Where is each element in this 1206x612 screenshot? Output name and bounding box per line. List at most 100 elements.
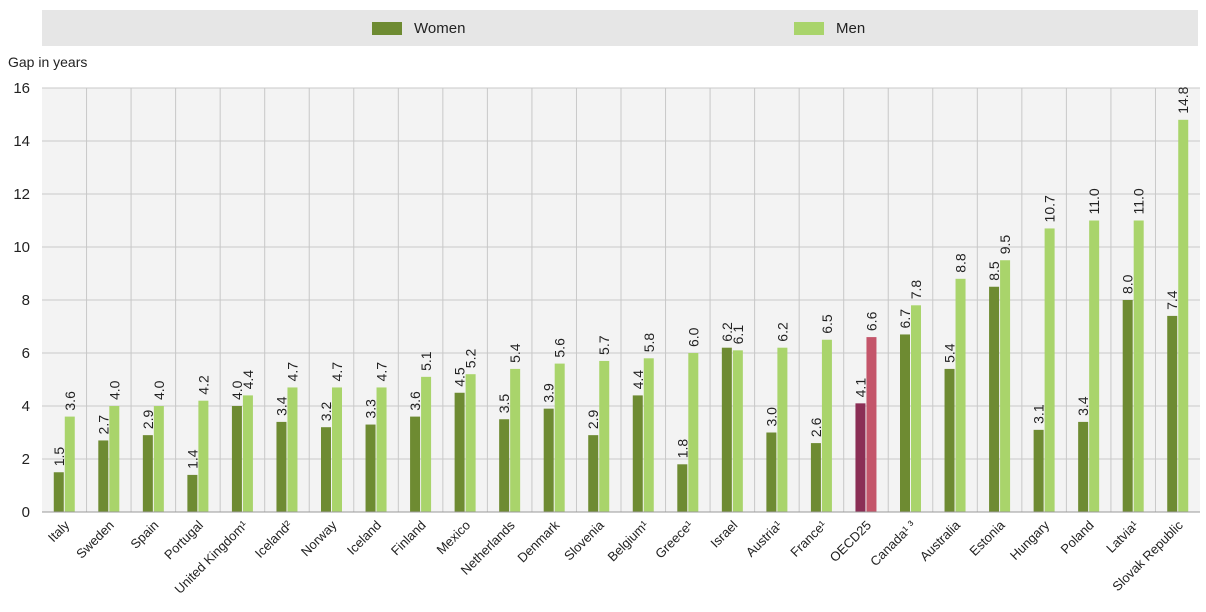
data-label-men-slovak-republic: 14.8 (1175, 86, 1191, 113)
data-label-men-iceland: 4.7 (374, 362, 390, 382)
x-tick-label-france: France¹ (787, 517, 830, 560)
bar-men-finland (421, 376, 432, 512)
bar-men-slovenia (599, 360, 610, 512)
bar-men-slovak-republic (1178, 119, 1189, 513)
data-label-men-italy: 3.6 (62, 391, 78, 411)
bar-women-italy (53, 472, 64, 512)
data-label-women-netherlands: 3.5 (496, 394, 512, 414)
data-label-women-iceland: 3.4 (273, 396, 289, 416)
y-tick-label: 12 (13, 186, 30, 203)
x-tick-label-spain: Spain (127, 518, 161, 552)
bar-women-poland (1078, 421, 1089, 512)
x-tick-label-mexico: Mexico (434, 518, 474, 558)
bar-men-italy (64, 416, 75, 512)
data-label-women-estonia: 8.5 (986, 261, 1002, 281)
legend-item-men: Men (794, 20, 865, 37)
data-label-women-israel: 6.2 (719, 322, 735, 342)
data-label-women-australia: 5.4 (942, 343, 958, 363)
data-label-women-austria: 3.0 (763, 407, 779, 427)
y-tick-label: 2 (22, 451, 30, 468)
data-label-men-latvia: 11.0 (1131, 188, 1147, 214)
data-label-women-norway: 3.2 (318, 402, 334, 422)
bar-men-portugal (198, 400, 209, 512)
bar-men-united-kingdom (242, 395, 253, 512)
bar-women-iceland (276, 421, 287, 512)
data-label-men-france: 6.5 (819, 314, 835, 334)
data-label-men-israel: 6.1 (730, 325, 746, 345)
data-label-women-poland: 3.4 (1075, 396, 1091, 416)
data-label-women-iceland: 3.3 (363, 399, 379, 419)
bar-men-canada (911, 305, 921, 512)
x-tick-label-portugal: Portugal (161, 517, 206, 562)
data-label-men-oecd25: 6.6 (863, 311, 879, 331)
bar-men-latvia (1133, 220, 1144, 512)
x-tick-label-belgium: Belgium¹ (605, 517, 652, 564)
bar-women-mexico (454, 392, 465, 512)
bar-men-hungary (1044, 228, 1055, 512)
data-label-men-norway: 4.7 (329, 362, 345, 382)
legend-label-women: Women (414, 20, 466, 37)
data-label-men-slovenia: 5.7 (596, 335, 612, 355)
data-label-men-australia: 8.8 (953, 253, 969, 273)
x-tick-label-austria: Austria¹ (743, 517, 786, 560)
bar-women-united-kingdom (231, 406, 242, 512)
y-tick-label: 8 (22, 292, 30, 309)
bar-women-hungary (1033, 429, 1044, 512)
bar-men-iceland (376, 387, 387, 512)
bar-men-israel (732, 350, 743, 512)
data-label-women-finland: 3.6 (407, 391, 423, 411)
x-tick-label-latvia: Latvia¹ (1103, 517, 1142, 556)
data-label-women-portugal: 1.4 (184, 449, 200, 469)
data-label-women-slovak-republic: 7.4 (1164, 290, 1180, 310)
bar-men-sweden (109, 406, 120, 512)
bar-men-austria (777, 347, 788, 512)
y-tick-label: 14 (13, 133, 30, 150)
bar-men-poland (1089, 220, 1100, 512)
data-label-women-oecd25: 4.1 (852, 378, 868, 398)
legend-swatch-men (794, 22, 824, 35)
bar-women-belgium (632, 395, 643, 512)
bar-women-israel (721, 347, 732, 512)
bar-women-slovak-republic (1167, 315, 1178, 512)
y-tick-label: 4 (22, 398, 30, 415)
x-tick-label-iceland: Iceland (344, 518, 384, 558)
data-label-women-france: 2.6 (808, 417, 824, 437)
data-label-men-denmark: 5.6 (552, 338, 568, 358)
y-tick-label: 0 (22, 504, 30, 521)
y-tick-label: 16 (13, 80, 30, 97)
legend-item-women: Women (372, 20, 465, 37)
bar-men-mexico (465, 374, 476, 512)
x-tick-label-iceland: Iceland² (252, 517, 296, 561)
bar-women-latvia (1122, 300, 1133, 512)
data-label-men-mexico: 5.2 (463, 349, 479, 369)
bar-women-norway (321, 427, 331, 512)
data-label-men-canada: 7.8 (908, 280, 924, 300)
bar-women-estonia (989, 286, 1000, 512)
data-label-women-denmark: 3.9 (541, 383, 557, 403)
data-label-women-latvia: 8.0 (1120, 274, 1136, 294)
y-tick-label: 10 (13, 239, 30, 256)
bar-men-iceland (287, 387, 298, 512)
bar-women-sweden (98, 440, 109, 512)
x-tick-label-norway: Norway (298, 517, 340, 559)
data-label-men-belgium: 5.8 (641, 333, 657, 353)
bar-women-netherlands (499, 419, 510, 512)
data-label-women-canada: 6.7 (897, 309, 913, 329)
data-label-women-sweden: 2.7 (95, 415, 111, 435)
data-label-women-greece: 1.8 (674, 439, 690, 459)
data-label-women-united-kingdom: 4.0 (229, 380, 245, 400)
bar-men-oecd25 (866, 337, 877, 512)
x-tick-label-italy: Italy (45, 517, 73, 545)
data-label-women-spain: 2.9 (140, 409, 156, 429)
x-tick-label-hungary: Hungary (1007, 517, 1053, 563)
data-label-men-austria: 6.2 (774, 322, 790, 342)
x-tick-label-greece: Greece¹ (652, 517, 696, 561)
x-tick-label-australia: Australia (917, 517, 964, 564)
bar-men-netherlands (510, 368, 521, 512)
legend-swatch-women (372, 22, 402, 35)
data-label-men-estonia: 9.5 (997, 235, 1013, 255)
bar-men-greece (688, 353, 699, 512)
x-tick-label-poland: Poland (1058, 518, 1097, 557)
x-tick-label-denmark: Denmark (514, 517, 562, 565)
